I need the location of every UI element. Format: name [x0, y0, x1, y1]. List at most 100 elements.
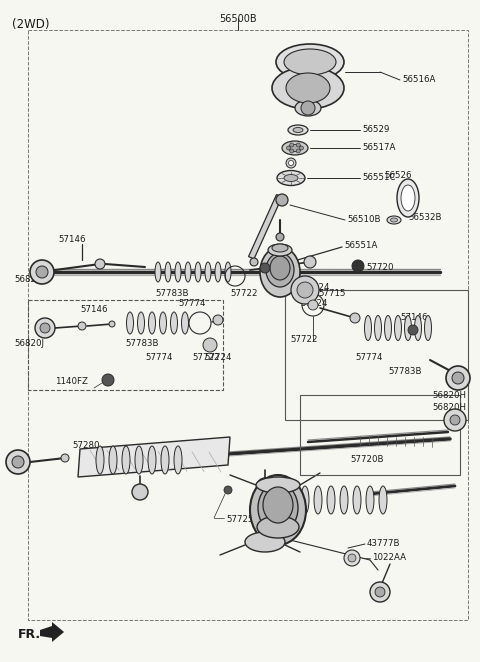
- Circle shape: [36, 266, 48, 278]
- Circle shape: [297, 282, 313, 298]
- Circle shape: [30, 260, 54, 284]
- Circle shape: [301, 101, 315, 115]
- Text: 57783B: 57783B: [155, 289, 189, 299]
- Text: 57720B: 57720B: [350, 455, 384, 465]
- Text: 57724: 57724: [300, 299, 327, 308]
- Text: 57722: 57722: [290, 336, 317, 344]
- Ellipse shape: [293, 128, 303, 132]
- Ellipse shape: [277, 171, 305, 185]
- Ellipse shape: [161, 446, 169, 474]
- Ellipse shape: [353, 486, 361, 514]
- Text: 56551C: 56551C: [362, 173, 396, 183]
- Ellipse shape: [159, 312, 167, 334]
- Ellipse shape: [415, 316, 421, 340]
- Circle shape: [61, 454, 69, 462]
- Ellipse shape: [366, 486, 374, 514]
- Circle shape: [132, 484, 148, 500]
- Text: 56551A: 56551A: [344, 240, 377, 250]
- Text: 57146: 57146: [58, 236, 86, 244]
- Circle shape: [344, 550, 360, 566]
- Text: 57720: 57720: [366, 263, 394, 273]
- Circle shape: [276, 194, 288, 206]
- Text: 57774: 57774: [355, 354, 383, 363]
- Ellipse shape: [245, 532, 285, 552]
- Circle shape: [308, 300, 318, 310]
- Ellipse shape: [405, 316, 411, 340]
- Ellipse shape: [137, 312, 144, 334]
- Ellipse shape: [258, 483, 298, 533]
- Ellipse shape: [284, 175, 298, 181]
- Circle shape: [12, 456, 24, 468]
- Ellipse shape: [282, 141, 308, 155]
- Ellipse shape: [401, 185, 415, 211]
- Ellipse shape: [288, 144, 302, 152]
- Ellipse shape: [397, 179, 419, 217]
- Circle shape: [290, 143, 294, 147]
- Bar: [249, 195, 282, 259]
- Circle shape: [203, 338, 217, 352]
- Ellipse shape: [257, 516, 299, 538]
- Circle shape: [6, 450, 30, 474]
- Ellipse shape: [170, 312, 178, 334]
- Ellipse shape: [127, 312, 133, 334]
- Ellipse shape: [288, 125, 308, 135]
- Text: 57783B: 57783B: [125, 340, 158, 348]
- Circle shape: [370, 582, 390, 602]
- Circle shape: [300, 146, 303, 150]
- Text: FR.: FR.: [18, 628, 41, 641]
- Text: (2WD): (2WD): [12, 18, 49, 31]
- Circle shape: [375, 587, 385, 597]
- Ellipse shape: [181, 312, 189, 334]
- Ellipse shape: [276, 44, 344, 80]
- Text: 57724: 57724: [302, 283, 329, 291]
- Text: 56516A: 56516A: [402, 75, 435, 85]
- Circle shape: [224, 486, 232, 494]
- Circle shape: [350, 313, 360, 323]
- Circle shape: [213, 315, 223, 325]
- Circle shape: [35, 318, 55, 338]
- Text: 56820H: 56820H: [432, 391, 466, 399]
- Ellipse shape: [266, 253, 294, 287]
- Ellipse shape: [384, 316, 392, 340]
- Circle shape: [290, 149, 294, 153]
- Circle shape: [450, 415, 460, 425]
- Bar: [28, 30, 468, 620]
- Text: 57783B: 57783B: [388, 367, 421, 377]
- Ellipse shape: [284, 49, 336, 75]
- Text: 56532B: 56532B: [408, 214, 442, 222]
- Circle shape: [296, 149, 300, 153]
- Circle shape: [352, 260, 364, 272]
- Circle shape: [109, 321, 115, 327]
- Text: 57722: 57722: [230, 289, 257, 299]
- Ellipse shape: [301, 486, 309, 514]
- Polygon shape: [78, 437, 230, 477]
- Ellipse shape: [379, 486, 387, 514]
- Circle shape: [95, 259, 105, 269]
- Circle shape: [257, 478, 273, 494]
- Ellipse shape: [314, 486, 322, 514]
- Ellipse shape: [424, 316, 432, 340]
- Ellipse shape: [174, 446, 182, 474]
- Circle shape: [452, 372, 464, 384]
- Polygon shape: [40, 622, 64, 642]
- Ellipse shape: [225, 262, 231, 282]
- Ellipse shape: [327, 486, 335, 514]
- Ellipse shape: [250, 475, 306, 545]
- Ellipse shape: [195, 262, 201, 282]
- Ellipse shape: [340, 486, 348, 514]
- Ellipse shape: [205, 262, 211, 282]
- Ellipse shape: [391, 218, 397, 222]
- Text: 43777B: 43777B: [367, 538, 400, 547]
- Ellipse shape: [122, 446, 130, 474]
- Circle shape: [287, 146, 290, 150]
- Circle shape: [288, 160, 293, 166]
- Circle shape: [296, 143, 300, 147]
- Text: 57280: 57280: [72, 440, 99, 449]
- Circle shape: [304, 256, 316, 268]
- Ellipse shape: [175, 262, 181, 282]
- Ellipse shape: [395, 316, 401, 340]
- Ellipse shape: [295, 100, 321, 116]
- Circle shape: [40, 323, 50, 333]
- Circle shape: [286, 158, 296, 168]
- Ellipse shape: [270, 256, 290, 280]
